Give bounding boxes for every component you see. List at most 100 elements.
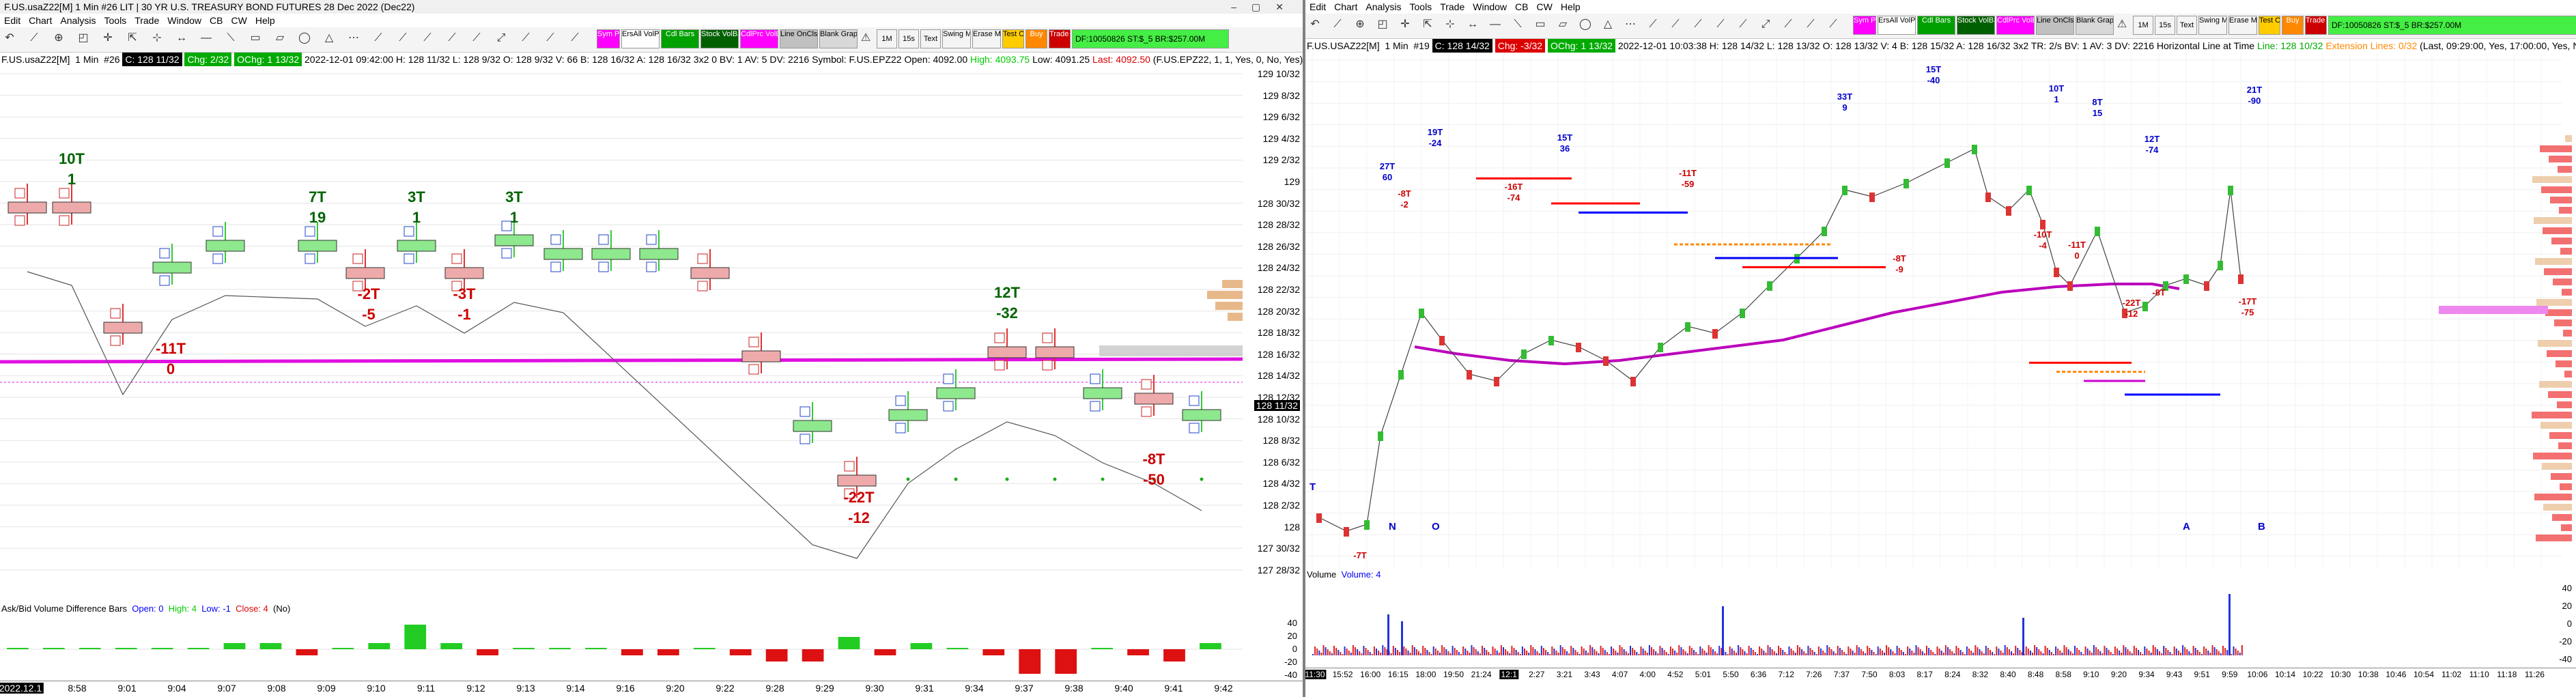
order-button-1[interactable]: Buy xyxy=(2282,16,2304,35)
toolbar-button-4[interactable]: CdlPrc VolBars xyxy=(1996,16,2035,35)
menu-chart[interactable]: Chart xyxy=(29,15,53,26)
horizontal-icon[interactable]: ↔ xyxy=(1467,18,1478,30)
cursor-icon[interactable]: ⟋ xyxy=(1333,18,1342,30)
pointer-icon[interactable]: ⊹ xyxy=(1445,18,1455,30)
rectangle-icon[interactable]: ▭ xyxy=(250,32,261,44)
triangle-icon[interactable]: △ xyxy=(1603,18,1613,30)
menu-tools[interactable]: Tools xyxy=(1409,1,1432,12)
parallelogram-icon[interactable]: ▱ xyxy=(275,32,285,44)
window-controls[interactable]: –▢✕ xyxy=(1231,1,1299,12)
ray-icon[interactable]: ⟍ xyxy=(1514,18,1522,30)
extend-icon[interactable]: ⤢ xyxy=(496,32,506,44)
menu-analysis[interactable]: Analysis xyxy=(1365,1,1402,12)
trend-icon[interactable]: ⟋ xyxy=(1649,18,1657,30)
menu-window[interactable]: Window xyxy=(167,15,202,26)
interval-2[interactable]: Text xyxy=(2177,16,2197,35)
fib-icon[interactable]: ⟋ xyxy=(1694,18,1702,30)
order-button-1[interactable]: Buy xyxy=(1025,29,1047,48)
horizontal-icon[interactable]: ↔ xyxy=(176,32,187,44)
crosshair-icon[interactable]: ⊕ xyxy=(54,32,63,44)
menu-cb[interactable]: CB xyxy=(210,15,223,26)
menu-help[interactable]: Help xyxy=(255,15,275,26)
regression-icon[interactable]: ⟋ xyxy=(522,32,530,44)
swing-0[interactable]: Swing Markr xyxy=(2198,16,2227,35)
time-axis[interactable]: 2022.12.1 8:58 9:01 9:04 9:07 9:08 9:09 9:10 9:1… xyxy=(0,681,1303,697)
gann-icon[interactable]: ⟋ xyxy=(472,32,481,44)
pitchfork-icon[interactable]: ⟋ xyxy=(448,32,456,44)
triangle-icon[interactable]: △ xyxy=(324,32,334,44)
order-button-0[interactable]: Test Otg1 xyxy=(2259,16,2280,35)
menu-cw[interactable]: CW xyxy=(1536,1,1553,12)
toolbar-button-0[interactable]: Sym Prof xyxy=(597,29,620,48)
order-button-2[interactable]: Trade Lock xyxy=(2305,16,2327,35)
time-axis[interactable]: 11:30 15:52 16:00 16:15 18:00 19:50 21:24 12:1 2… xyxy=(1305,668,2576,685)
arrow-icon[interactable]: ⇱ xyxy=(1423,18,1432,30)
undo-icon[interactable]: ↶ xyxy=(5,32,14,44)
fib-icon[interactable]: ⟋ xyxy=(423,32,431,44)
menu-trade[interactable]: Trade xyxy=(1440,1,1465,12)
order-button-2[interactable]: Trade Lock xyxy=(1049,29,1071,48)
extend-icon[interactable]: ⤢ xyxy=(1761,18,1770,30)
menu-window[interactable]: Window xyxy=(1473,1,1508,12)
pitchfork-icon[interactable]: ⟋ xyxy=(1716,18,1725,30)
toolbar-button-1[interactable]: ErsAll VolProf xyxy=(621,29,660,48)
toolbar-button-4[interactable]: CdlPrc VolBars xyxy=(740,29,778,48)
parallelogram-icon[interactable]: ▱ xyxy=(1558,18,1568,30)
menu-edit[interactable]: Edit xyxy=(4,15,21,26)
toolbar-button-2[interactable]: Cdl Bars xyxy=(1917,16,1955,35)
interval-0[interactable]: 1M xyxy=(2133,16,2153,35)
menu-cb[interactable]: CB xyxy=(1515,1,1529,12)
move-icon[interactable]: ✛ xyxy=(103,32,113,44)
price-axis[interactable]: 129 10/32 129 8/32 129 6/32 129 4/32 129 2/3… xyxy=(1243,67,1303,613)
order-button-0[interactable]: Test Otg1 xyxy=(1002,29,1024,48)
toolbar-button-3[interactable]: Stock VolBars xyxy=(1957,16,1995,35)
volume-difference-pane[interactable]: 40 20 0 -20 -40 xyxy=(0,618,1303,681)
trend-icon[interactable]: ⟋ xyxy=(374,32,382,44)
interval-2[interactable]: Text xyxy=(920,29,941,48)
zoom-icon[interactable]: ◰ xyxy=(78,32,89,44)
angle-icon[interactable]: ⟋ xyxy=(1807,18,1815,30)
angle-icon[interactable]: ⟋ xyxy=(546,32,554,44)
line-icon[interactable]: — xyxy=(201,32,212,44)
toolbar-button-6[interactable]: Blank Graph xyxy=(2076,16,2114,35)
ray-icon[interactable]: ⟍ xyxy=(227,32,235,44)
pen-icon[interactable]: ⟋ xyxy=(1829,18,1837,30)
regression-icon[interactable]: ⟋ xyxy=(1784,18,1792,30)
toolbar-button-5[interactable]: Line OnCls xyxy=(780,29,818,48)
zoom-icon[interactable]: ◰ xyxy=(1377,18,1388,30)
arrow-icon[interactable]: ⇱ xyxy=(128,32,137,44)
menu-chart[interactable]: Chart xyxy=(1334,1,1358,12)
menu-help[interactable]: Help xyxy=(1560,1,1581,12)
gann-icon[interactable]: ⟋ xyxy=(1739,18,1747,30)
menu-analysis[interactable]: Analysis xyxy=(60,15,96,26)
menu-trade[interactable]: Trade xyxy=(135,15,160,26)
price-chart-pane[interactable]: 10T 1 7T 19 3T 1 3T 1 12T -32 -11T 0 -2T -5 -3T -1 -22T -… xyxy=(0,67,1303,618)
ellipse-icon[interactable]: ◯ xyxy=(1579,18,1591,30)
swing-1[interactable]: Erase Mode xyxy=(2228,16,2257,35)
ellipse-icon[interactable]: ◯ xyxy=(298,32,311,44)
crosshair-icon[interactable]: ⊕ xyxy=(1355,18,1365,30)
interval-1[interactable]: 15s xyxy=(898,29,919,48)
toolbar-button-0[interactable]: Sym Prof xyxy=(1853,16,1876,35)
menu-tools[interactable]: Tools xyxy=(104,15,127,26)
move-icon[interactable]: ✛ xyxy=(1400,18,1410,30)
line-icon[interactable]: — xyxy=(1490,18,1501,30)
toolbar-button-2[interactable]: Cdl Bars xyxy=(661,29,699,48)
menu-cw[interactable]: CW xyxy=(231,15,247,26)
channel-icon[interactable]: ⟋ xyxy=(1671,18,1680,30)
menu-edit[interactable]: Edit xyxy=(1310,1,1327,12)
rectangle-icon[interactable]: ▭ xyxy=(1535,18,1546,30)
toolbar-button-6[interactable]: Blank Graph xyxy=(819,29,858,48)
volume-pane[interactable]: 40 20 0 -20 -40 xyxy=(1305,580,2576,668)
pointer-icon[interactable]: ⊹ xyxy=(152,32,162,44)
channel-icon[interactable]: ⟋ xyxy=(399,32,407,44)
undo-icon[interactable]: ↶ xyxy=(1310,18,1320,30)
toolbar-button-3[interactable]: Stock VolBars xyxy=(700,29,739,48)
dots-icon[interactable]: ⋯ xyxy=(348,32,359,44)
interval-0[interactable]: 1M xyxy=(877,29,897,48)
dots-icon[interactable]: ⋯ xyxy=(1625,18,1636,30)
swing-0[interactable]: Swing Markr xyxy=(942,29,971,48)
interval-1[interactable]: 15s xyxy=(2155,16,2175,35)
pen-icon[interactable]: ⟋ xyxy=(571,32,579,44)
